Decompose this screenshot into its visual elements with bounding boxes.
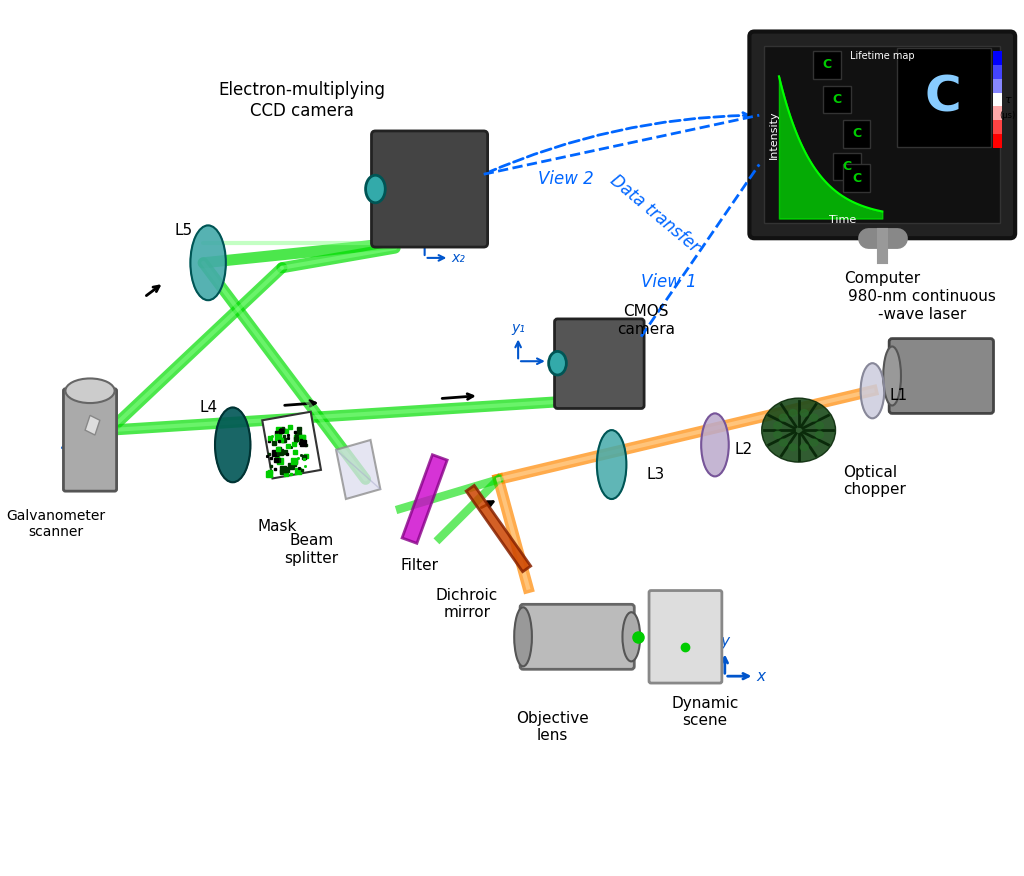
Text: Mask: Mask: [257, 519, 297, 533]
Ellipse shape: [366, 175, 385, 202]
Text: Data transfer: Data transfer: [606, 171, 703, 256]
Text: View 2: View 2: [538, 170, 594, 188]
Ellipse shape: [774, 431, 781, 438]
Ellipse shape: [701, 413, 729, 477]
Text: Dynamic
scene: Dynamic scene: [672, 696, 738, 728]
Ellipse shape: [810, 439, 818, 446]
Text: Intensity: Intensity: [769, 110, 779, 159]
Ellipse shape: [801, 444, 808, 450]
FancyBboxPatch shape: [889, 339, 993, 413]
Ellipse shape: [779, 414, 787, 421]
Polygon shape: [85, 415, 100, 435]
Text: y₁: y₁: [511, 321, 525, 335]
Ellipse shape: [774, 422, 781, 429]
FancyBboxPatch shape: [520, 604, 634, 669]
Text: L2: L2: [734, 442, 753, 457]
Polygon shape: [336, 440, 380, 499]
Bar: [843, 165, 870, 192]
Text: Lifetime map: Lifetime map: [850, 51, 914, 61]
Text: C: C: [852, 127, 861, 140]
Ellipse shape: [514, 607, 531, 667]
Text: Optical
chopper: Optical chopper: [843, 464, 906, 497]
Text: L1: L1: [889, 388, 907, 403]
Text: Electron-multiplying
CCD camera: Electron-multiplying CCD camera: [218, 81, 385, 120]
Text: x: x: [757, 668, 765, 683]
Text: L3: L3: [646, 467, 665, 482]
Text: Filter: Filter: [400, 558, 438, 573]
Text: y: y: [796, 42, 802, 53]
Bar: [262, 412, 321, 478]
Bar: [823, 86, 851, 113]
Ellipse shape: [597, 430, 627, 499]
Text: y: y: [720, 633, 729, 648]
Text: x: x: [820, 66, 827, 76]
Text: Dichroic
mirror: Dichroic mirror: [436, 588, 498, 620]
Ellipse shape: [790, 444, 797, 450]
Text: View 1: View 1: [641, 273, 697, 292]
Text: τ: τ: [1004, 95, 1011, 105]
Ellipse shape: [623, 612, 640, 661]
Text: Time: Time: [829, 215, 856, 225]
Text: C: C: [843, 159, 851, 173]
Text: C: C: [822, 59, 831, 72]
Ellipse shape: [215, 407, 251, 483]
Text: 980-nm continuous
-wave laser: 980-nm continuous -wave laser: [848, 289, 995, 321]
Text: C: C: [925, 74, 962, 122]
Bar: [992, 106, 1002, 120]
Bar: [992, 93, 1002, 106]
Bar: [992, 65, 1002, 79]
Bar: [843, 120, 870, 148]
Bar: [897, 48, 990, 146]
Text: Galvanometer
scanner: Galvanometer scanner: [6, 509, 105, 539]
Text: y₂: y₂: [418, 217, 431, 231]
Text: x₂: x₂: [452, 251, 465, 265]
Text: L5: L5: [174, 223, 193, 238]
Polygon shape: [466, 485, 530, 572]
Text: (μs): (μs): [999, 110, 1016, 120]
Ellipse shape: [884, 347, 901, 406]
Bar: [992, 79, 1002, 93]
Text: C: C: [833, 93, 842, 106]
Ellipse shape: [815, 431, 823, 438]
Ellipse shape: [810, 414, 818, 421]
Text: Objective
lens: Objective lens: [516, 710, 589, 743]
Ellipse shape: [815, 422, 823, 429]
Bar: [834, 152, 860, 180]
Ellipse shape: [801, 410, 808, 416]
Bar: [992, 134, 1002, 148]
Bar: [992, 120, 1002, 134]
FancyBboxPatch shape: [555, 319, 644, 408]
Ellipse shape: [190, 225, 226, 300]
Ellipse shape: [790, 410, 797, 416]
Bar: [813, 51, 841, 79]
Bar: [992, 51, 1002, 65]
Text: x₁: x₁: [550, 354, 563, 368]
Polygon shape: [402, 455, 447, 543]
Text: CMOS
camera: CMOS camera: [617, 304, 675, 336]
Ellipse shape: [779, 439, 787, 446]
Ellipse shape: [762, 398, 836, 463]
FancyBboxPatch shape: [750, 32, 1015, 238]
Ellipse shape: [66, 378, 115, 403]
Ellipse shape: [549, 351, 566, 375]
Bar: [764, 46, 1000, 223]
Text: C: C: [852, 172, 861, 185]
FancyBboxPatch shape: [63, 389, 117, 491]
Text: Computer: Computer: [844, 271, 921, 286]
Ellipse shape: [860, 364, 885, 419]
FancyBboxPatch shape: [649, 590, 722, 683]
Text: Beam
splitter: Beam splitter: [285, 533, 339, 566]
Text: L4: L4: [199, 400, 217, 415]
FancyBboxPatch shape: [372, 131, 487, 247]
